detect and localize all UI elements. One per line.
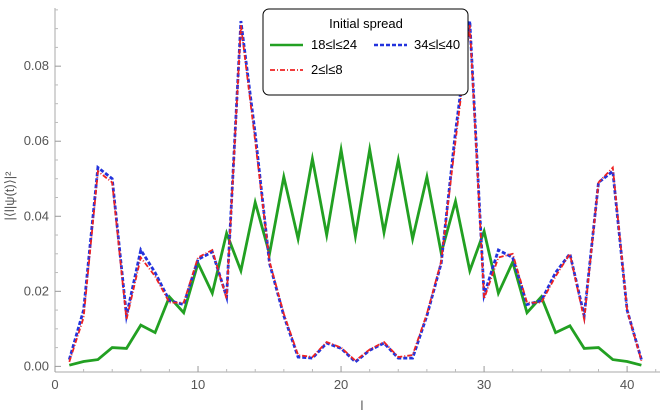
legend-title: Initial spread (329, 16, 403, 31)
x-tick-label: 30 (477, 377, 491, 392)
y-tick-label: 0.06 (24, 133, 49, 148)
x-axis-label: l (361, 398, 364, 413)
legend-label-34-40: 34≤l≤40 (414, 37, 460, 52)
y-tick-label: 0.02 (24, 283, 49, 298)
x-tick-label: 20 (334, 377, 348, 392)
legend: Initial spread 18≤l≤24 34≤l≤40 2≤l≤8 (262, 8, 469, 96)
x-tick-label: 0 (51, 377, 58, 392)
legend-label-18-24: 18≤l≤24 (311, 37, 357, 52)
legend-label-2-8: 2≤l≤8 (311, 62, 343, 77)
axes: 0 10 20 30 40 0.00 0.02 0.04 0.06 0.08 (24, 8, 660, 392)
y-tick-label: 0.00 (24, 358, 49, 373)
series-line-34-40 (67, 20, 643, 364)
y-tick-label: 0.08 (24, 58, 49, 73)
x-tick-label: 40 (620, 377, 634, 392)
series-line-18-24 (68, 141, 642, 367)
y-tick-label: 0.04 (24, 208, 49, 223)
x-tick-label: 10 (191, 377, 205, 392)
series-layer (67, 20, 643, 367)
legend-box (262, 8, 469, 96)
y-axis-label: |⟨l|ψ(t)⟩|² (2, 171, 17, 221)
